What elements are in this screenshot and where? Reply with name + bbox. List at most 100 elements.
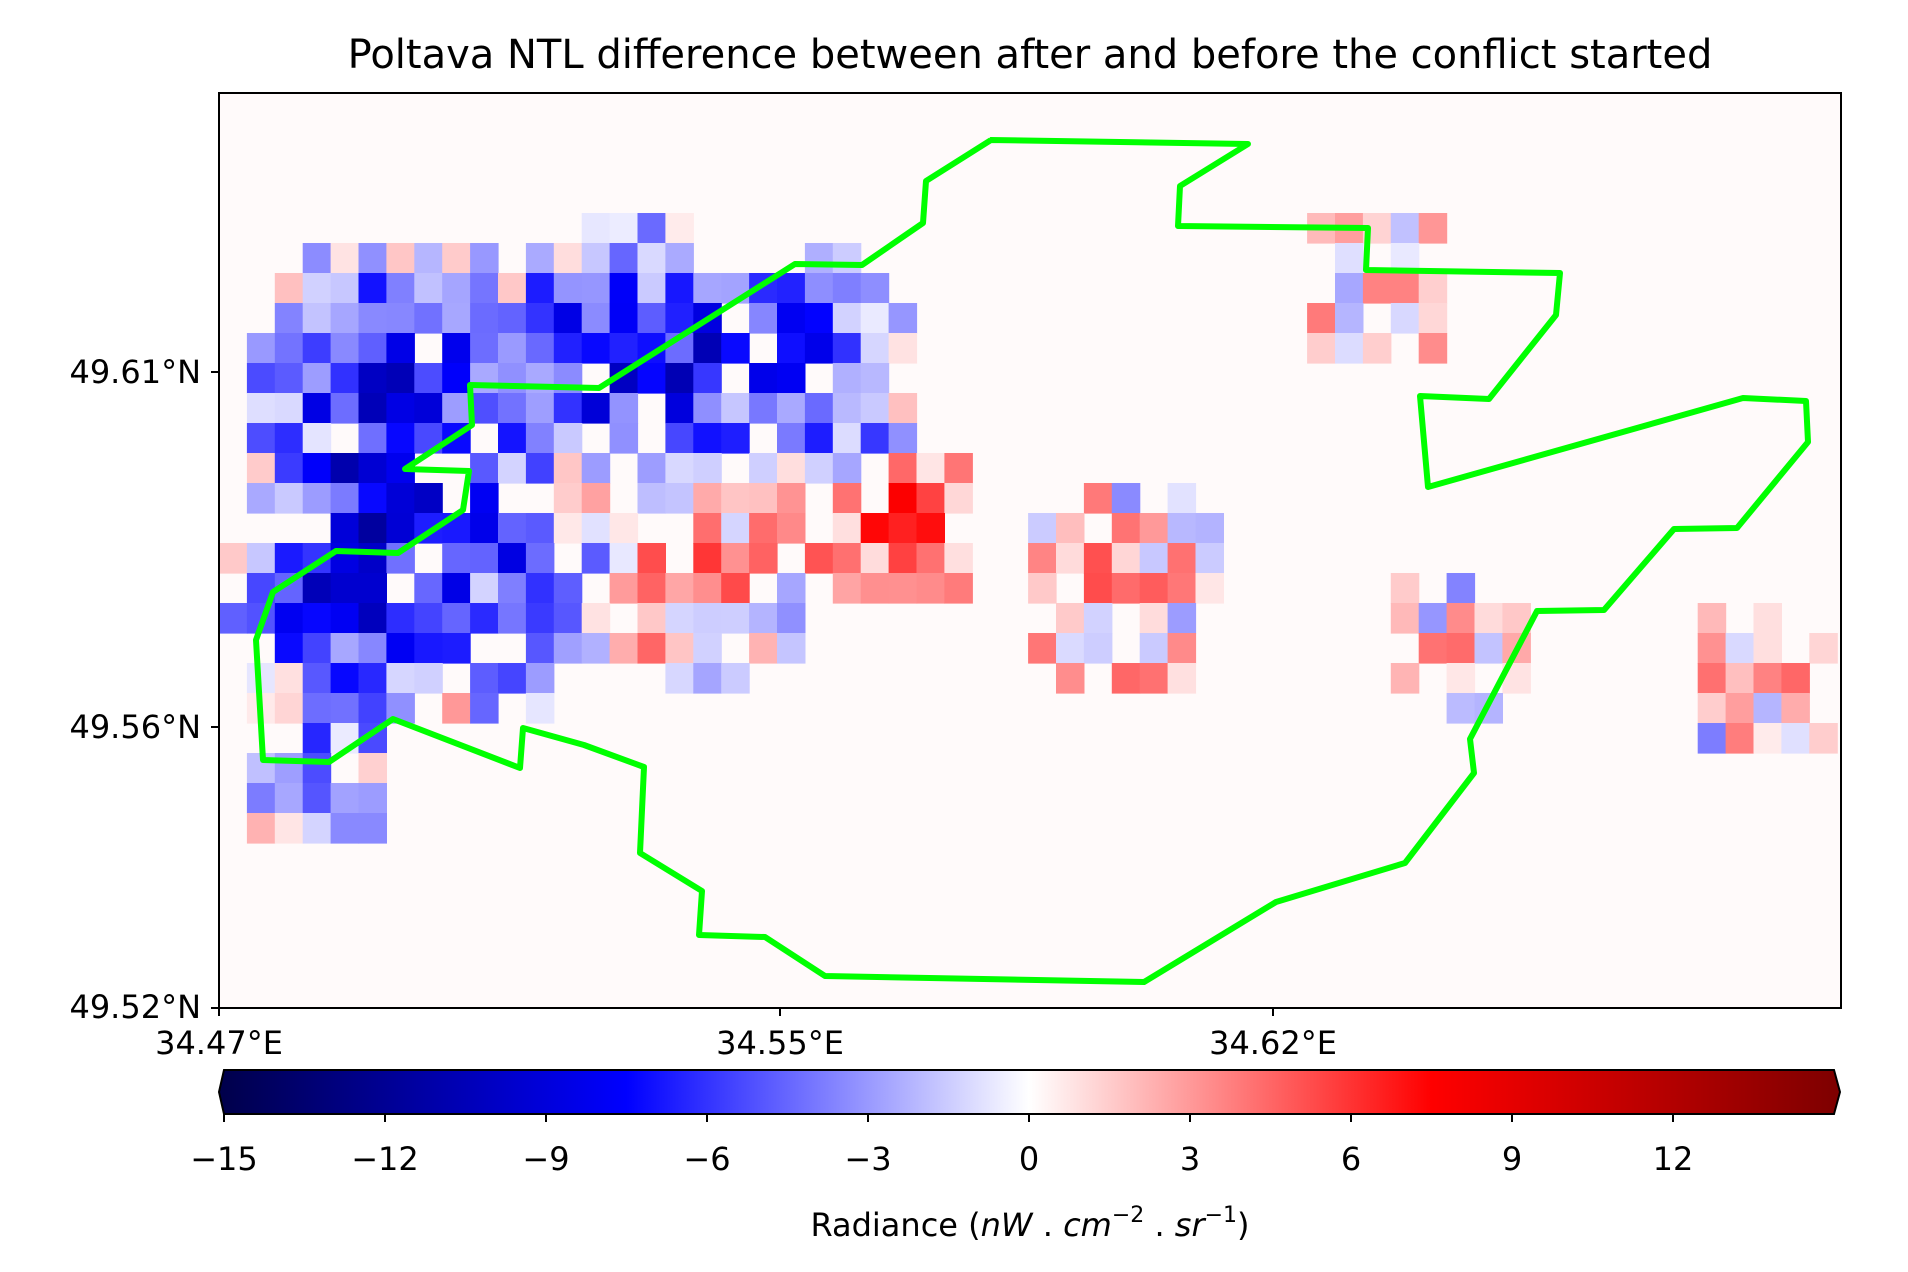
radiance-pixel	[246, 813, 276, 844]
radiance-pixel	[1418, 603, 1448, 634]
radiance-pixel	[274, 453, 304, 484]
radiance-pixel	[358, 483, 387, 514]
radiance-pixel	[553, 303, 583, 334]
radiance-pixel	[581, 243, 611, 274]
radiance-pixel	[302, 393, 332, 424]
colorbar-tick-label: −15	[190, 1140, 258, 1178]
radiance-pixel	[1111, 513, 1141, 544]
radiance-pixel	[1474, 633, 1503, 664]
radiance-pixel	[1753, 603, 1782, 634]
radiance-pixel	[330, 243, 360, 274]
y-tick-label: 49.56°N	[69, 708, 201, 746]
radiance-pixel	[358, 333, 387, 364]
radiance-pixel	[1139, 663, 1169, 694]
colorbar-extend-high	[1834, 1070, 1840, 1114]
radiance-pixel	[302, 723, 332, 754]
radiance-pixel	[665, 633, 694, 664]
radiance-pixel	[721, 573, 750, 604]
radiance-pixel	[1809, 633, 1838, 664]
y-axis: 49.61°N 49.56°N 49.52°N	[69, 353, 219, 1026]
radiance-pixel	[749, 363, 778, 394]
radiance-pixel	[302, 363, 332, 394]
radiance-pixel	[470, 513, 499, 544]
colorbar-tick-label: 9	[1502, 1140, 1522, 1178]
radiance-pixel	[1083, 573, 1113, 604]
radiance-pixel	[609, 423, 639, 454]
radiance-pixel	[302, 423, 332, 454]
radiance-pixel	[274, 363, 304, 394]
radiance-pixel	[246, 783, 276, 814]
colorbar-ticks: −15 −12 −9 −6 −3 0 3 6 9 12	[190, 1114, 1693, 1178]
city-boundary	[253, 137, 1811, 985]
radiance-pixel	[888, 513, 918, 544]
radiance-pixel	[498, 273, 527, 304]
radiance-pixel	[581, 453, 611, 484]
radiance-pixel	[1781, 693, 1810, 724]
radiance-pixel	[274, 423, 304, 454]
radiance-pixel	[1028, 633, 1057, 664]
radiance-pixel	[721, 663, 750, 694]
map-frame	[218, 92, 1842, 1009]
radiance-pixel	[1335, 303, 1364, 334]
radiance-pixel	[721, 423, 750, 454]
radiance-pixel	[274, 633, 304, 664]
radiance-pixel	[1167, 513, 1197, 544]
radiance-pixel	[1390, 273, 1420, 304]
y-tick-label: 49.61°N	[69, 353, 201, 391]
radiance-pixel	[525, 273, 555, 304]
x-tick-label: 34.47°E	[155, 1024, 283, 1062]
radiance-pixel	[1083, 603, 1113, 634]
radiance-pixel	[302, 453, 332, 484]
radiance-pixel	[581, 513, 611, 544]
radiance-pixel	[414, 363, 443, 394]
radiance-pixel	[498, 423, 527, 454]
radiance-pixel	[721, 333, 750, 364]
radiance-pixel	[609, 303, 639, 334]
radiance-pixel	[274, 603, 304, 634]
radiance-pixel	[274, 333, 304, 364]
radiance-pixel	[832, 453, 862, 484]
radiance-pixel	[302, 303, 332, 334]
radiance-pixel	[860, 543, 890, 574]
radiance-pixel	[1418, 213, 1448, 244]
radiance-pixel	[860, 333, 890, 364]
radiance-pixel	[693, 423, 722, 454]
radiance-pixel	[553, 603, 583, 634]
radiance-pixel	[470, 603, 499, 634]
radiance-pixel	[525, 543, 555, 574]
radiance-pixel	[525, 303, 555, 334]
radiance-pixel	[860, 273, 890, 304]
radiance-pixel	[665, 603, 694, 634]
x-axis: 34.47°E 34.55°E 34.62°E	[155, 1008, 1337, 1062]
radiance-pixel	[1056, 513, 1085, 544]
radiance-pixel	[525, 393, 555, 424]
radiance-pixel	[888, 453, 918, 484]
radiance-pixel	[302, 753, 332, 784]
radiance-pixel	[302, 273, 332, 304]
radiance-pixel	[1167, 603, 1197, 634]
radiance-pixel	[1725, 693, 1755, 724]
radiance-pixel	[498, 393, 527, 424]
radiance-pixel	[609, 333, 639, 364]
radiance-pixel	[1390, 663, 1420, 694]
radiance-pixel	[1083, 633, 1113, 664]
radiance-pixel	[1335, 273, 1364, 304]
colorbar-tick-label: −12	[351, 1140, 419, 1178]
radiance-pixel	[832, 423, 862, 454]
radiance-pixel	[414, 303, 443, 334]
radiance-pixel	[777, 633, 806, 664]
radiance-pixel	[832, 513, 862, 544]
radiance-pixel	[1697, 603, 1727, 634]
radiance-pixel	[246, 363, 276, 394]
radiance-pixel	[302, 483, 332, 514]
radiance-pixel	[358, 693, 387, 724]
radiance-pixel	[637, 453, 666, 484]
radiance-pixel	[749, 483, 778, 514]
radiance-pixel	[553, 573, 583, 604]
radiance-pixel	[1725, 663, 1755, 694]
radiance-pixel	[693, 393, 722, 424]
radiance-pixel	[442, 693, 471, 724]
radiance-pixel	[525, 663, 555, 694]
radiance-pixel	[832, 363, 862, 394]
radiance-pixel	[330, 393, 360, 424]
